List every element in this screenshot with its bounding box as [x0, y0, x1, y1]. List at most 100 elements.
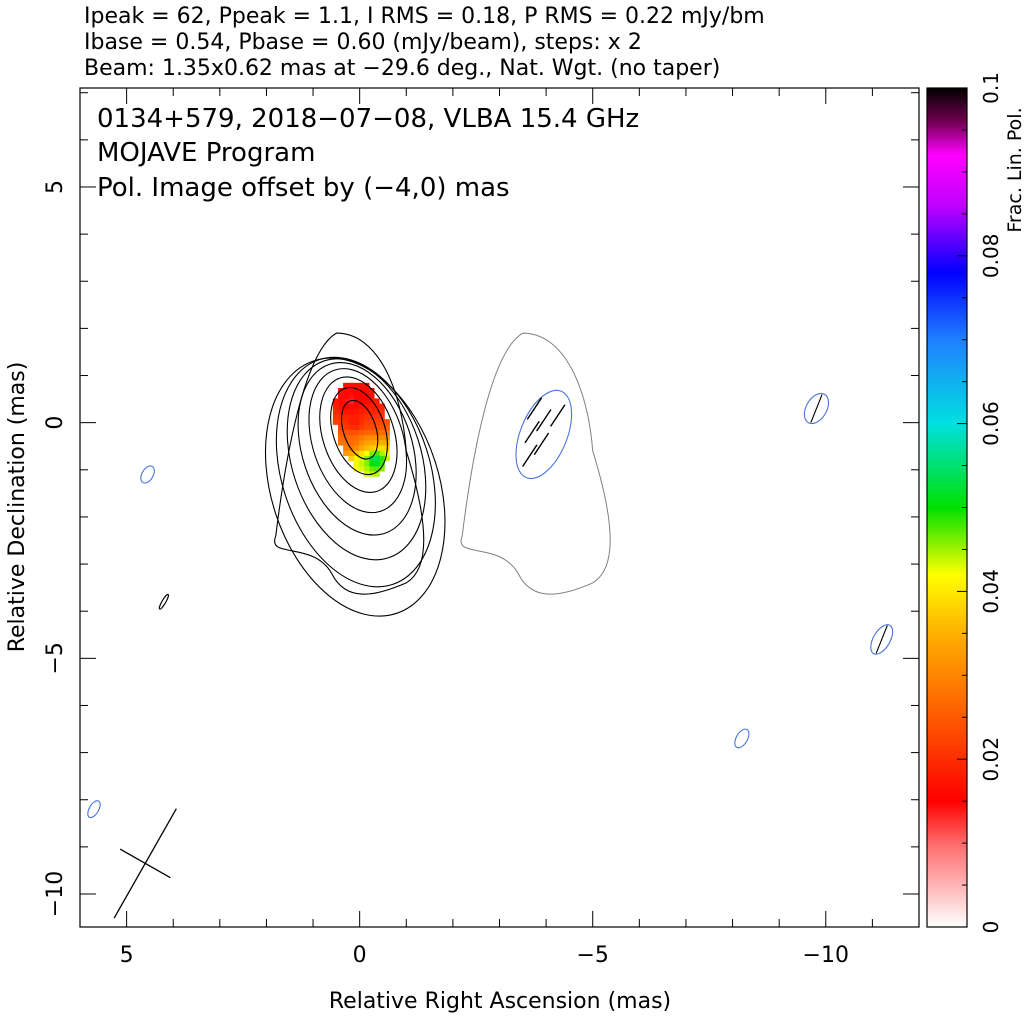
pol-pixel	[358, 460, 365, 467]
pol-pixel	[368, 455, 375, 462]
pol-pixel	[384, 429, 390, 436]
pol-pixel	[348, 434, 354, 441]
colorbar-label: Frac. Lin. Pol.	[1004, 107, 1026, 232]
pol-pixel	[368, 450, 375, 456]
source-label: 0134+579, 2018−07−08, VLBA 15.4 GHz	[97, 104, 639, 134]
pol-pixel	[353, 403, 360, 410]
pol-pixel	[363, 455, 370, 462]
pol-pixel	[348, 393, 354, 399]
pol-pixel	[363, 398, 370, 405]
pol-pixel	[353, 465, 360, 472]
offset-stokes-i-contour-path	[460, 332, 611, 595]
pol-pixel	[348, 439, 354, 446]
pol-pixel	[363, 419, 370, 425]
pol-pixel	[337, 429, 344, 436]
pol-pixel	[343, 382, 349, 389]
pol-pixel	[363, 445, 370, 451]
pol-pixel	[348, 403, 354, 410]
pol-pixel	[379, 403, 385, 410]
pol-pixel	[379, 465, 385, 472]
x-tick-label: −5	[577, 943, 609, 968]
pol-pixel	[358, 398, 365, 405]
pol-pixel	[348, 419, 354, 425]
pol-pixel	[363, 465, 370, 472]
pol-pixel	[368, 429, 375, 436]
axis-tick-labels: 5 0 −5 −10 5 0 −5 −10	[43, 180, 849, 968]
noise-blob	[870, 624, 894, 655]
pol-pixel	[379, 408, 385, 415]
pol-pixel	[337, 393, 344, 399]
pol-pixel	[353, 382, 360, 389]
pol-pixel	[337, 398, 344, 405]
stokes-i-contour	[319, 376, 398, 493]
header-line-3: Beam: 1.35x0.62 mas at −29.6 deg., Nat. …	[84, 56, 720, 81]
pol-pixel	[348, 382, 354, 389]
noise-evpa-tick	[810, 394, 823, 423]
y-tick-label: 5	[43, 180, 68, 194]
pol-pixel	[343, 439, 349, 446]
pol-pixel	[337, 408, 344, 415]
pol-pixel	[353, 388, 360, 394]
pol-pixel	[358, 439, 365, 446]
pol-pixel	[368, 403, 375, 410]
pol-pixel	[373, 470, 380, 477]
stokes-i-contour	[297, 362, 417, 536]
offset-note: Pol. Image offset by (−4,0) mas	[97, 173, 510, 203]
evpa-ticks	[522, 397, 566, 467]
x-tick-label: 0	[353, 943, 367, 968]
pol-pixel	[337, 419, 344, 425]
pol-pixel	[343, 450, 349, 456]
pol-pixel	[348, 429, 354, 436]
pol-pixel	[332, 408, 339, 415]
pol-pixel	[363, 388, 370, 394]
pol-pixel	[379, 450, 385, 456]
pol-pixel	[384, 424, 390, 431]
pol-pixel	[373, 460, 380, 467]
pol-pixel	[332, 398, 339, 405]
header-line-1: Ipeak = 62, Ppeak = 1.1, I RMS = 0.18, P…	[84, 4, 765, 29]
pol-pixel	[379, 445, 385, 451]
pol-pixel	[368, 408, 375, 415]
pol-pixel	[343, 398, 349, 405]
pol-pixel	[358, 408, 365, 415]
beam-cross	[113, 808, 177, 919]
pol-pixel	[343, 403, 349, 410]
pol-pixel	[368, 419, 375, 425]
evpa-tick	[533, 432, 550, 456]
pol-pixel	[348, 388, 354, 394]
pol-pixel	[348, 455, 354, 462]
pol-pixel	[353, 393, 360, 399]
noise-blob	[734, 728, 750, 749]
pol-pixel	[358, 450, 365, 456]
pol-pixel	[332, 403, 339, 410]
pol-pixel	[363, 408, 370, 415]
program-label: MOJAVE Program	[97, 138, 315, 168]
pol-pixel	[353, 429, 360, 436]
pol-pixel	[368, 424, 375, 431]
pol-pixel	[353, 408, 360, 415]
pol-pixel	[332, 419, 339, 425]
offset-stokes-i-contour	[460, 332, 611, 595]
pol-pixel	[353, 455, 360, 462]
pol-pixel	[373, 455, 380, 462]
noise-evpa-tick	[875, 625, 888, 654]
pol-pixel	[363, 424, 370, 431]
pol-pixel	[348, 424, 354, 431]
pol-pixel	[353, 424, 360, 431]
polarization-contours	[515, 389, 573, 480]
evpa-tick	[550, 404, 566, 427]
pol-pixel	[373, 413, 380, 420]
pol-pixel	[368, 388, 375, 394]
axis-ticks	[79, 88, 919, 927]
pol-pixel	[343, 429, 349, 436]
pol-pixel	[384, 419, 390, 425]
colorbar-tick-label: 0.02	[979, 737, 1003, 782]
pol-pixel	[343, 434, 349, 441]
evpa-tick	[524, 420, 540, 444]
pol-pixel	[379, 429, 385, 436]
stokes-i-contour	[286, 358, 427, 561]
pol-pixel	[353, 439, 360, 446]
stokes-i-outer-contour	[274, 332, 425, 595]
pol-pixel	[368, 434, 375, 441]
